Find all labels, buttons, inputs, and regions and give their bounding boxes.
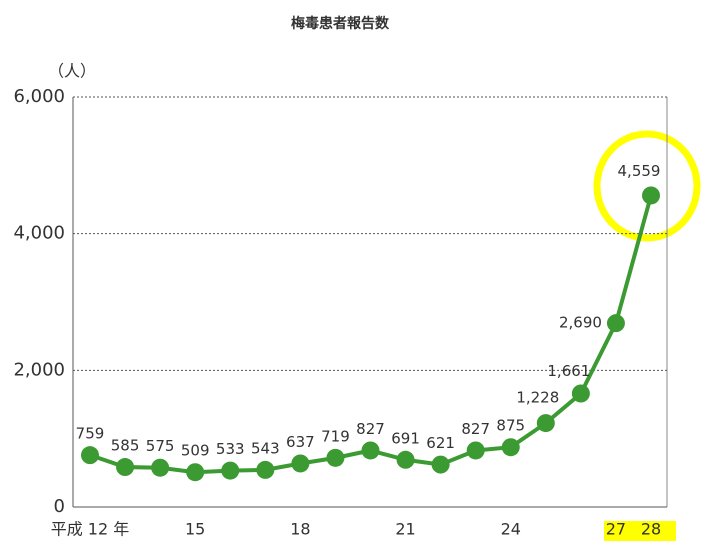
value-label: 827 [461, 420, 490, 438]
point [571, 384, 590, 403]
y-tick-label: 2,000 [13, 359, 65, 380]
point [642, 186, 660, 205]
point [396, 450, 415, 469]
value-label: 575 [146, 437, 175, 455]
x-tick-label: 15 [185, 520, 205, 539]
point [536, 414, 555, 433]
value-label: 4,559 [618, 162, 661, 180]
x-tick-label: 18 [290, 520, 310, 539]
point [361, 441, 380, 460]
value-label: 719 [321, 427, 350, 445]
x-tick-label: 21 [395, 520, 415, 539]
point [501, 438, 520, 457]
point [431, 455, 450, 474]
x-tick-label: 平成 12 年 [51, 520, 130, 539]
value-label: 585 [111, 437, 140, 455]
value-label: 533 [216, 440, 245, 458]
value-label: 691 [391, 429, 420, 447]
value-label: 875 [496, 417, 525, 435]
value-label: 509 [181, 442, 210, 460]
y-tick-label: 0 [54, 496, 65, 517]
point [466, 441, 485, 460]
value-label: 827 [356, 420, 385, 438]
x-tick-label: 27 [606, 520, 626, 539]
point [151, 458, 170, 477]
point [221, 461, 240, 480]
value-label: 1,661 [547, 362, 590, 380]
point [326, 448, 345, 467]
y-tick-label: 4,000 [13, 223, 65, 244]
chart-title: 梅毒患者報告数 [291, 15, 390, 32]
point [186, 463, 205, 482]
value-label: 543 [251, 439, 280, 457]
x-tick-label: 28 [641, 520, 661, 539]
highlight-circle [593, 130, 701, 242]
value-label: 759 [76, 425, 105, 443]
point [256, 460, 275, 479]
y-tick-label: 6,000 [13, 86, 65, 107]
highlight [604, 521, 676, 541]
point [291, 454, 310, 473]
y-unit: （人） [48, 62, 96, 81]
value-label: 621 [426, 434, 455, 452]
point [81, 446, 99, 465]
value-label: 2,690 [559, 314, 602, 332]
point [606, 314, 625, 333]
x-tick-label: 24 [501, 520, 521, 539]
value-label: 637 [286, 433, 315, 451]
point [116, 458, 135, 477]
value-label: 1,228 [516, 389, 559, 407]
